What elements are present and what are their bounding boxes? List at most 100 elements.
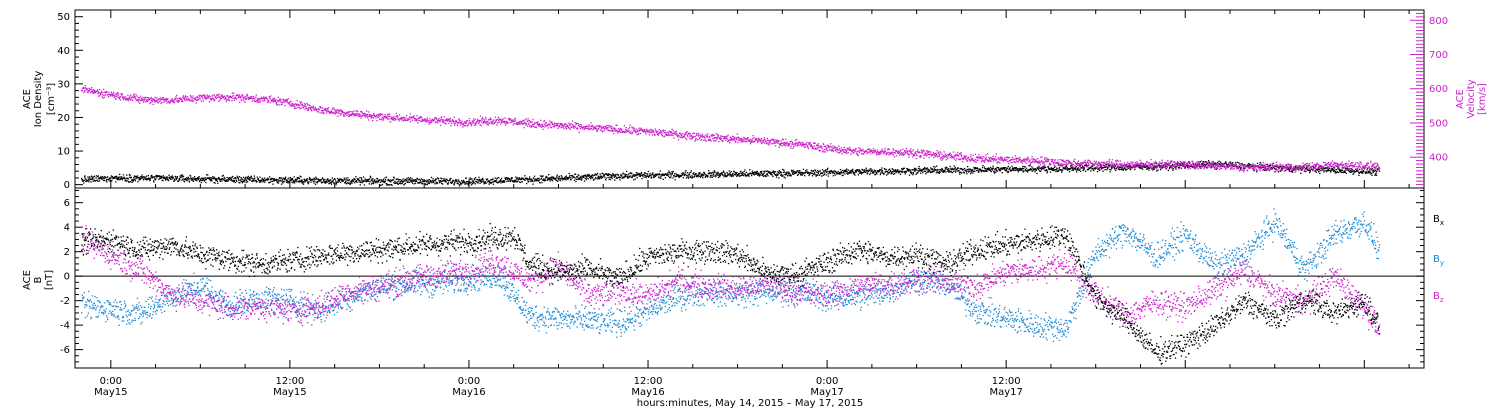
velocity-series-point bbox=[309, 105, 310, 106]
ion-density-series-point bbox=[1055, 171, 1056, 172]
velocity-series-point bbox=[191, 97, 192, 98]
ion-density-series-point bbox=[816, 172, 817, 173]
ion-density-series-point bbox=[247, 181, 248, 182]
velocity-series-point bbox=[429, 118, 430, 119]
velocity-series-point bbox=[226, 101, 227, 102]
velocity-series-point bbox=[222, 94, 223, 95]
velocity-series-point bbox=[314, 109, 315, 110]
velocity-series-point bbox=[396, 113, 397, 114]
ion-density-series-point bbox=[215, 182, 216, 183]
ion-density-series-point bbox=[346, 178, 347, 179]
ion-density-series-point bbox=[1110, 171, 1111, 172]
velocity-series-point bbox=[265, 97, 266, 98]
ion-density-series-point bbox=[145, 179, 146, 180]
ion-density-series-point bbox=[127, 180, 128, 181]
ion-density-series-point bbox=[1220, 162, 1221, 163]
ion-density-series-point bbox=[778, 177, 779, 178]
ion-density-series-point bbox=[1011, 170, 1012, 171]
ion-density-series-point bbox=[713, 174, 714, 175]
velocity-series-point bbox=[397, 115, 398, 116]
ion-density-series-point bbox=[1067, 167, 1068, 168]
velocity-series-point bbox=[214, 95, 215, 96]
velocity-series-point bbox=[215, 97, 216, 98]
velocity-series-point bbox=[84, 88, 85, 89]
ion-density-series-point bbox=[560, 180, 561, 181]
velocity-series-point bbox=[524, 119, 525, 120]
velocity-series-point bbox=[211, 99, 212, 100]
ion-density-series-point bbox=[106, 179, 107, 180]
ion-density-series-point bbox=[1011, 166, 1012, 167]
velocity-series-point bbox=[549, 121, 550, 122]
ion-density-series-point bbox=[105, 177, 106, 178]
ion-density-series-point bbox=[1371, 175, 1372, 176]
ion-density-series-point bbox=[150, 180, 151, 181]
ion-density-series-point bbox=[293, 182, 294, 183]
ion-density-series-point bbox=[866, 169, 867, 170]
bottom-y-tick-label: -6 bbox=[60, 345, 70, 356]
ion-density-series-point bbox=[473, 182, 474, 183]
ion-density-series-point bbox=[576, 179, 577, 180]
ion-density-series-point bbox=[259, 180, 260, 181]
velocity-series-point bbox=[263, 96, 264, 97]
ion-density-series-point bbox=[594, 178, 595, 179]
velocity-series-point bbox=[239, 102, 240, 103]
velocity-series-point bbox=[431, 121, 432, 122]
ion-density-series-point bbox=[422, 179, 423, 180]
ion-density-series-point bbox=[87, 176, 88, 177]
ion-density-series-point bbox=[1000, 169, 1001, 170]
velocity-series-point bbox=[213, 98, 214, 99]
ion-density-series-point bbox=[966, 171, 967, 172]
velocity-series-point bbox=[397, 117, 398, 118]
ion-density-series-point bbox=[119, 176, 120, 177]
ion-density-series-point bbox=[442, 183, 443, 184]
velocity-series-point bbox=[398, 120, 399, 121]
ion-density-series-point bbox=[1345, 172, 1346, 173]
ion-density-series-point bbox=[1057, 168, 1058, 169]
ion-density-series-point bbox=[397, 181, 398, 182]
ion-density-series-point bbox=[702, 174, 703, 175]
ion-density-series-point bbox=[1079, 169, 1080, 170]
ion-density-series-point bbox=[781, 174, 782, 175]
velocity-series-point bbox=[221, 98, 222, 99]
velocity-series-point bbox=[306, 108, 307, 109]
velocity-series-point bbox=[137, 96, 138, 97]
ion-density-series-point bbox=[964, 168, 965, 169]
ion-density-series-point bbox=[121, 176, 122, 177]
ion-density-series-point bbox=[713, 176, 714, 177]
velocity-series-point bbox=[114, 97, 115, 98]
ion-density-series-point bbox=[236, 181, 237, 182]
ion-density-series-point bbox=[1316, 172, 1317, 173]
ion-density-series-point bbox=[313, 181, 314, 182]
velocity-series-point bbox=[225, 97, 226, 98]
ion-density-series-point bbox=[183, 176, 184, 177]
velocity-series-point bbox=[220, 97, 221, 98]
ion-density-series-point bbox=[749, 169, 750, 170]
ion-density-series-point bbox=[465, 182, 466, 183]
ion-density-series-point bbox=[324, 181, 325, 182]
ion-density-series-point bbox=[259, 177, 260, 178]
ion-density-series-point bbox=[787, 175, 788, 176]
ion-density-series-point bbox=[1008, 166, 1009, 167]
ion-density-series-point bbox=[355, 176, 356, 177]
ion-density-series-point bbox=[1330, 171, 1331, 172]
velocity-series-point bbox=[175, 96, 176, 97]
ion-density-series-point bbox=[625, 176, 626, 177]
ion-density-series-point bbox=[918, 171, 919, 172]
velocity-series-point bbox=[262, 100, 263, 101]
ion-density-series-point bbox=[660, 176, 661, 177]
ion-density-series-point bbox=[548, 174, 549, 175]
ion-density-series-point bbox=[468, 183, 469, 184]
ion-density-series-point bbox=[201, 182, 202, 183]
velocity-series-point bbox=[325, 108, 326, 109]
ion-density-series-point bbox=[641, 172, 642, 173]
ion-density-series-point bbox=[371, 180, 372, 181]
ion-density-series-point bbox=[842, 170, 843, 171]
ion-density-series-point bbox=[177, 176, 178, 177]
velocity-series-point bbox=[466, 123, 467, 124]
ion-density-series-point bbox=[919, 168, 920, 169]
ion-density-series-point bbox=[693, 174, 694, 175]
ion-density-series-point bbox=[854, 172, 855, 173]
ion-density-series-point bbox=[242, 179, 243, 180]
ion-density-series-point bbox=[475, 183, 476, 184]
ion-density-series-point bbox=[547, 180, 548, 181]
